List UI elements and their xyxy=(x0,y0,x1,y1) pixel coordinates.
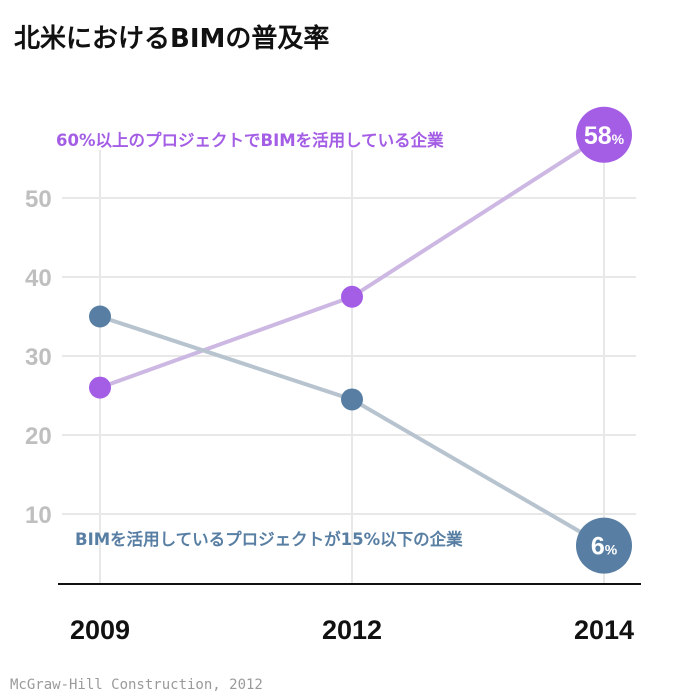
chart-title: 北米におけるBIMの普及率 xyxy=(14,23,329,54)
source-note: McGraw-Hill Construction, 2012 xyxy=(10,677,263,693)
end-value-badge-low-usage xyxy=(576,517,632,574)
y-tick-label: 10 xyxy=(25,502,52,529)
y-tick-label: 20 xyxy=(25,423,52,450)
end-value-unit: % xyxy=(605,542,618,558)
data-point-low-usage xyxy=(341,388,363,411)
end-value-number: 58 xyxy=(584,122,612,150)
y-tick-label: 50 xyxy=(25,186,52,213)
y-axis-ticks: 10 20 30 40 50 xyxy=(25,186,52,529)
end-value-unit: % xyxy=(612,131,625,147)
series-label-low-usage: BIMを活用しているプロジェクトが15%以下の企業 xyxy=(75,529,463,549)
end-value-number: 6 xyxy=(591,533,605,561)
end-value-label-high-usage: 58% xyxy=(584,122,625,150)
series: 58%6% xyxy=(89,106,632,574)
x-tick-label: 2014 xyxy=(574,615,634,645)
y-tick-label: 40 xyxy=(25,265,52,292)
end-value-badge-high-usage xyxy=(576,106,632,163)
data-point-high-usage xyxy=(89,376,111,399)
data-point-high-usage xyxy=(341,285,363,308)
end-value-label-low-usage: 6% xyxy=(591,533,618,561)
data-point-low-usage xyxy=(89,305,111,328)
x-axis-ticks: 2009 2012 2014 xyxy=(70,615,634,645)
series-label-high-usage: 60%以上のプロジェクトでBIMを活用している企業 xyxy=(56,130,444,150)
gridlines xyxy=(62,150,636,584)
x-tick-label: 2012 xyxy=(322,615,382,645)
y-tick-label: 30 xyxy=(25,344,52,371)
x-tick-label: 2009 xyxy=(70,615,130,645)
